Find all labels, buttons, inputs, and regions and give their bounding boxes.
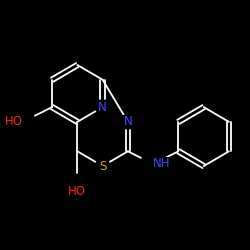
Text: HO: HO (5, 115, 23, 128)
Text: HO: HO (68, 185, 86, 198)
Text: N: N (98, 100, 107, 114)
Text: S: S (99, 160, 106, 172)
Text: N: N (124, 115, 132, 128)
Text: NH: NH (153, 158, 171, 170)
